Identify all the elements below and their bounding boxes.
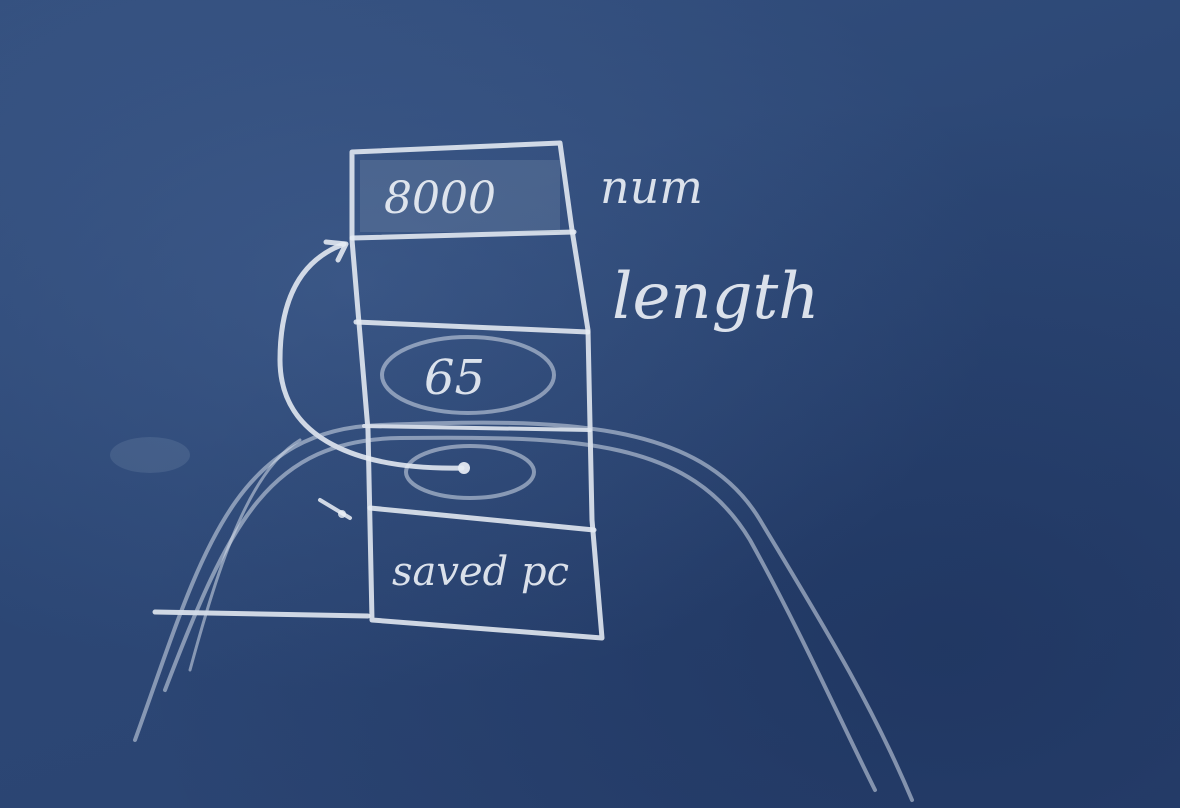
arc-3 xyxy=(188,438,302,672)
stack-frame-box xyxy=(349,140,605,641)
pointer-arrowhead xyxy=(323,239,349,263)
annotation-num: num xyxy=(600,160,703,214)
arc-1 xyxy=(133,420,914,802)
side-arrow-tip xyxy=(338,510,346,518)
cell-value-length: 65 xyxy=(424,350,485,406)
top-cell-shade xyxy=(360,160,560,232)
cell-divider-4 xyxy=(367,505,597,533)
cell-divider-3 xyxy=(362,424,592,432)
cell-value-num: 8000 xyxy=(384,173,496,224)
cell-divider-2 xyxy=(353,319,591,335)
arc-2 xyxy=(163,435,877,792)
circle-around-65 xyxy=(380,335,556,415)
pointer-arrow xyxy=(277,241,465,471)
annotation-length: length xyxy=(612,260,819,334)
base-line xyxy=(152,609,371,619)
cell-divider-1 xyxy=(349,229,577,241)
circle-around-pointer xyxy=(404,444,536,500)
cell-value-saved-pc: saved pc xyxy=(392,549,569,595)
chalk-smudge xyxy=(110,437,190,473)
